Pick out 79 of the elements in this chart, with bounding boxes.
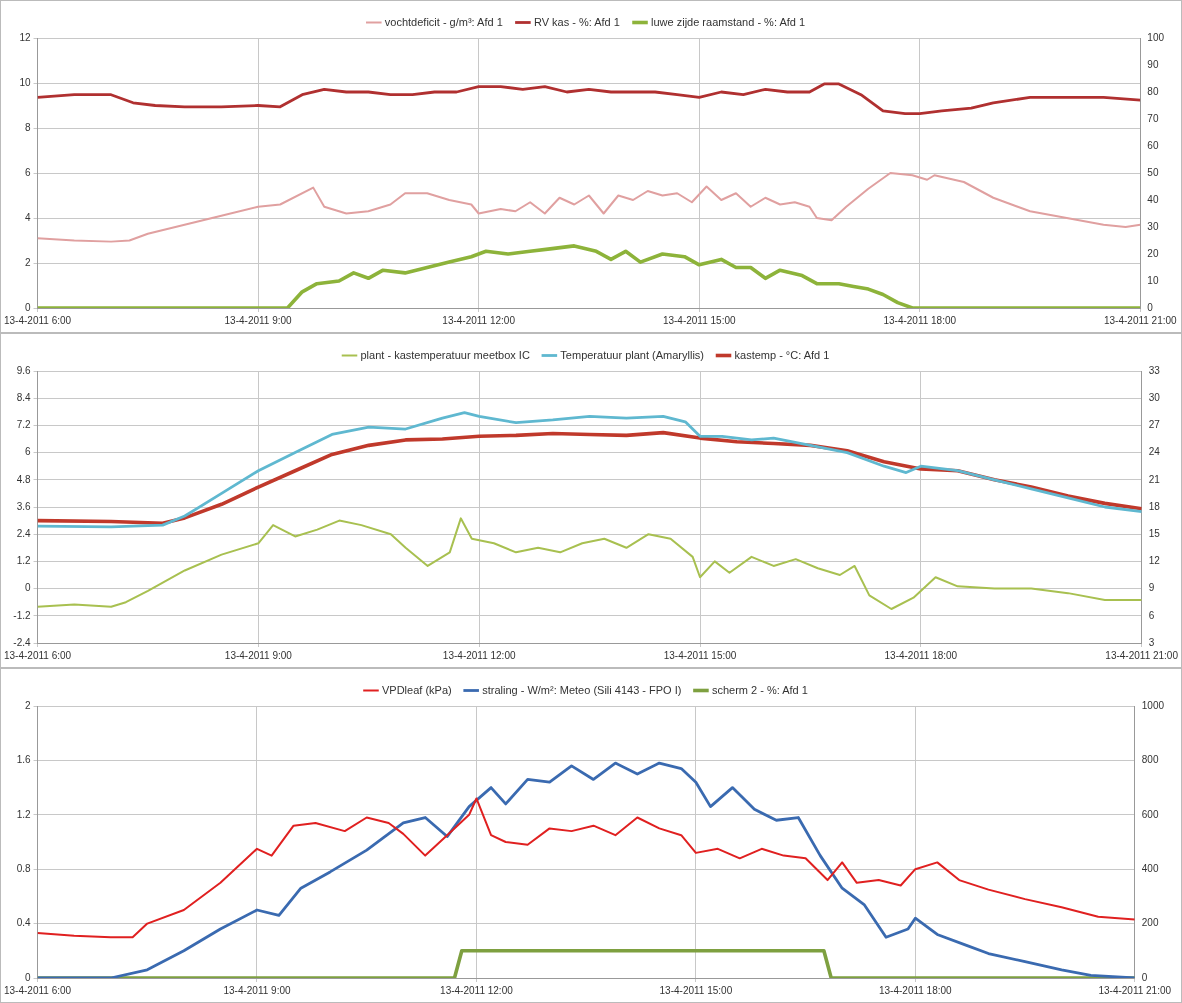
y-tick-label: 8.4 <box>16 391 31 403</box>
y-tick-label: 2.4 <box>16 527 31 539</box>
y-tick-label: 3.6 <box>16 500 31 512</box>
x-tick-label: 13-4-2011 15:00 <box>663 649 737 661</box>
y-tick-label: -2.4 <box>13 636 31 648</box>
y2-tick-label: 21 <box>1148 473 1161 485</box>
legend-label: straling - W/m²: Meteo (Sili 4143 - FPO I) <box>482 683 682 696</box>
legend-label: plant - kastemperatuur meetbox IC <box>360 348 530 361</box>
y2-tick-label: 50 <box>1147 166 1159 178</box>
y2-tick-label: 33 <box>1148 364 1161 376</box>
y-tick-label: 7.2 <box>16 419 31 431</box>
y-tick-label: 6 <box>24 166 31 178</box>
y-tick-label: 10 <box>19 76 31 88</box>
y2-tick-label: 600 <box>1141 808 1159 820</box>
x-tick-label: 13-4-2011 9:00 <box>224 649 293 661</box>
x-tick-label: 13-4-2011 6:00 <box>4 649 72 661</box>
y2-tick-label: 6 <box>1148 609 1155 621</box>
legend-label: scherm 2 - %: Afd 1 <box>711 683 808 696</box>
y-tick-label: 2 <box>24 699 31 711</box>
x-tick-label: 13-4-2011 6:00 <box>4 314 72 326</box>
legend-label: kastemp - °C: Afd 1 <box>734 348 830 361</box>
x-tick-label: 13-4-2011 21:00 <box>1098 984 1172 996</box>
y-tick-label: -1.2 <box>13 609 31 621</box>
x-tick-label: 13-4-2011 18:00 <box>878 984 953 996</box>
y2-tick-label: 200 <box>1141 917 1159 929</box>
y2-tick-label: 24 <box>1148 446 1161 458</box>
x-tick-label: 13-4-2011 12:00 <box>442 314 516 326</box>
y2-tick-label: 70 <box>1147 112 1159 124</box>
y2-tick-label: 400 <box>1141 862 1159 874</box>
x-tick-label: 13-4-2011 9:00 <box>223 984 291 996</box>
y-tick-label: 2 <box>24 256 31 268</box>
y-tick-label: 4.8 <box>16 473 31 485</box>
y-tick-label: 1.2 <box>16 555 31 567</box>
x-tick-label: 13-4-2011 21:00 <box>1105 649 1179 661</box>
y2-tick-label: 30 <box>1147 220 1159 232</box>
y2-tick-label: 80 <box>1147 85 1159 97</box>
legend-label: vochtdeficit - g/m³: Afd 1 <box>384 15 503 28</box>
x-tick-label: 13-4-2011 12:00 <box>442 649 516 661</box>
x-tick-label: 13-4-2011 18:00 <box>883 314 957 326</box>
y2-tick-label: 1000 <box>1141 699 1165 711</box>
y2-tick-label: 27 <box>1148 419 1161 431</box>
y2-tick-label: 40 <box>1147 193 1159 205</box>
y2-tick-label: 9 <box>1148 582 1155 594</box>
y-tick-label: 6 <box>24 446 31 458</box>
y-tick-label: 0 <box>24 301 31 313</box>
y2-tick-label: 10 <box>1147 274 1159 286</box>
x-tick-label: 13-4-2011 12:00 <box>440 984 514 996</box>
y2-tick-label: 20 <box>1147 247 1159 259</box>
y2-tick-label: 0 <box>1141 971 1148 983</box>
y-tick-label: 0 <box>24 971 31 983</box>
x-tick-label: 13-4-2011 21:00 <box>1103 314 1178 326</box>
legend-label: RV kas - %: Afd 1 <box>533 15 620 28</box>
y2-tick-label: 30 <box>1148 391 1161 403</box>
y2-tick-label: 90 <box>1147 58 1159 70</box>
y2-tick-label: 12 <box>1148 555 1161 567</box>
y-tick-label: 1.6 <box>16 754 31 766</box>
y2-tick-label: 60 <box>1147 139 1159 151</box>
x-tick-label: 13-4-2011 15:00 <box>659 984 733 996</box>
x-tick-label: 13-4-2011 15:00 <box>662 314 736 326</box>
y-tick-label: 9.6 <box>16 364 31 376</box>
y-tick-label: 4 <box>24 211 31 223</box>
y2-tick-label: 15 <box>1148 527 1161 539</box>
y-tick-label: 1.2 <box>16 808 31 820</box>
x-tick-label: 13-4-2011 18:00 <box>884 649 958 661</box>
y-tick-label: 0 <box>24 582 31 594</box>
y-tick-label: 0.4 <box>16 917 31 929</box>
y2-tick-label: 18 <box>1148 500 1161 512</box>
y-tick-label: 8 <box>24 121 31 133</box>
legend-label: luwe zijde raamstand - %: Afd 1 <box>651 15 806 28</box>
y2-tick-label: 0 <box>1147 301 1154 313</box>
y-tick-label: 0.8 <box>16 862 31 874</box>
y2-tick-label: 800 <box>1141 754 1159 766</box>
y2-tick-label: 100 <box>1147 31 1165 43</box>
y2-tick-label: 3 <box>1148 636 1155 648</box>
y-tick-label: 12 <box>19 31 31 43</box>
x-tick-label: 13-4-2011 6:00 <box>4 984 72 996</box>
legend-label: Temperatuur plant (Amaryllis) <box>560 348 705 361</box>
x-tick-label: 13-4-2011 9:00 <box>224 314 293 326</box>
legend-label: VPDleaf (kPa) <box>381 683 452 696</box>
